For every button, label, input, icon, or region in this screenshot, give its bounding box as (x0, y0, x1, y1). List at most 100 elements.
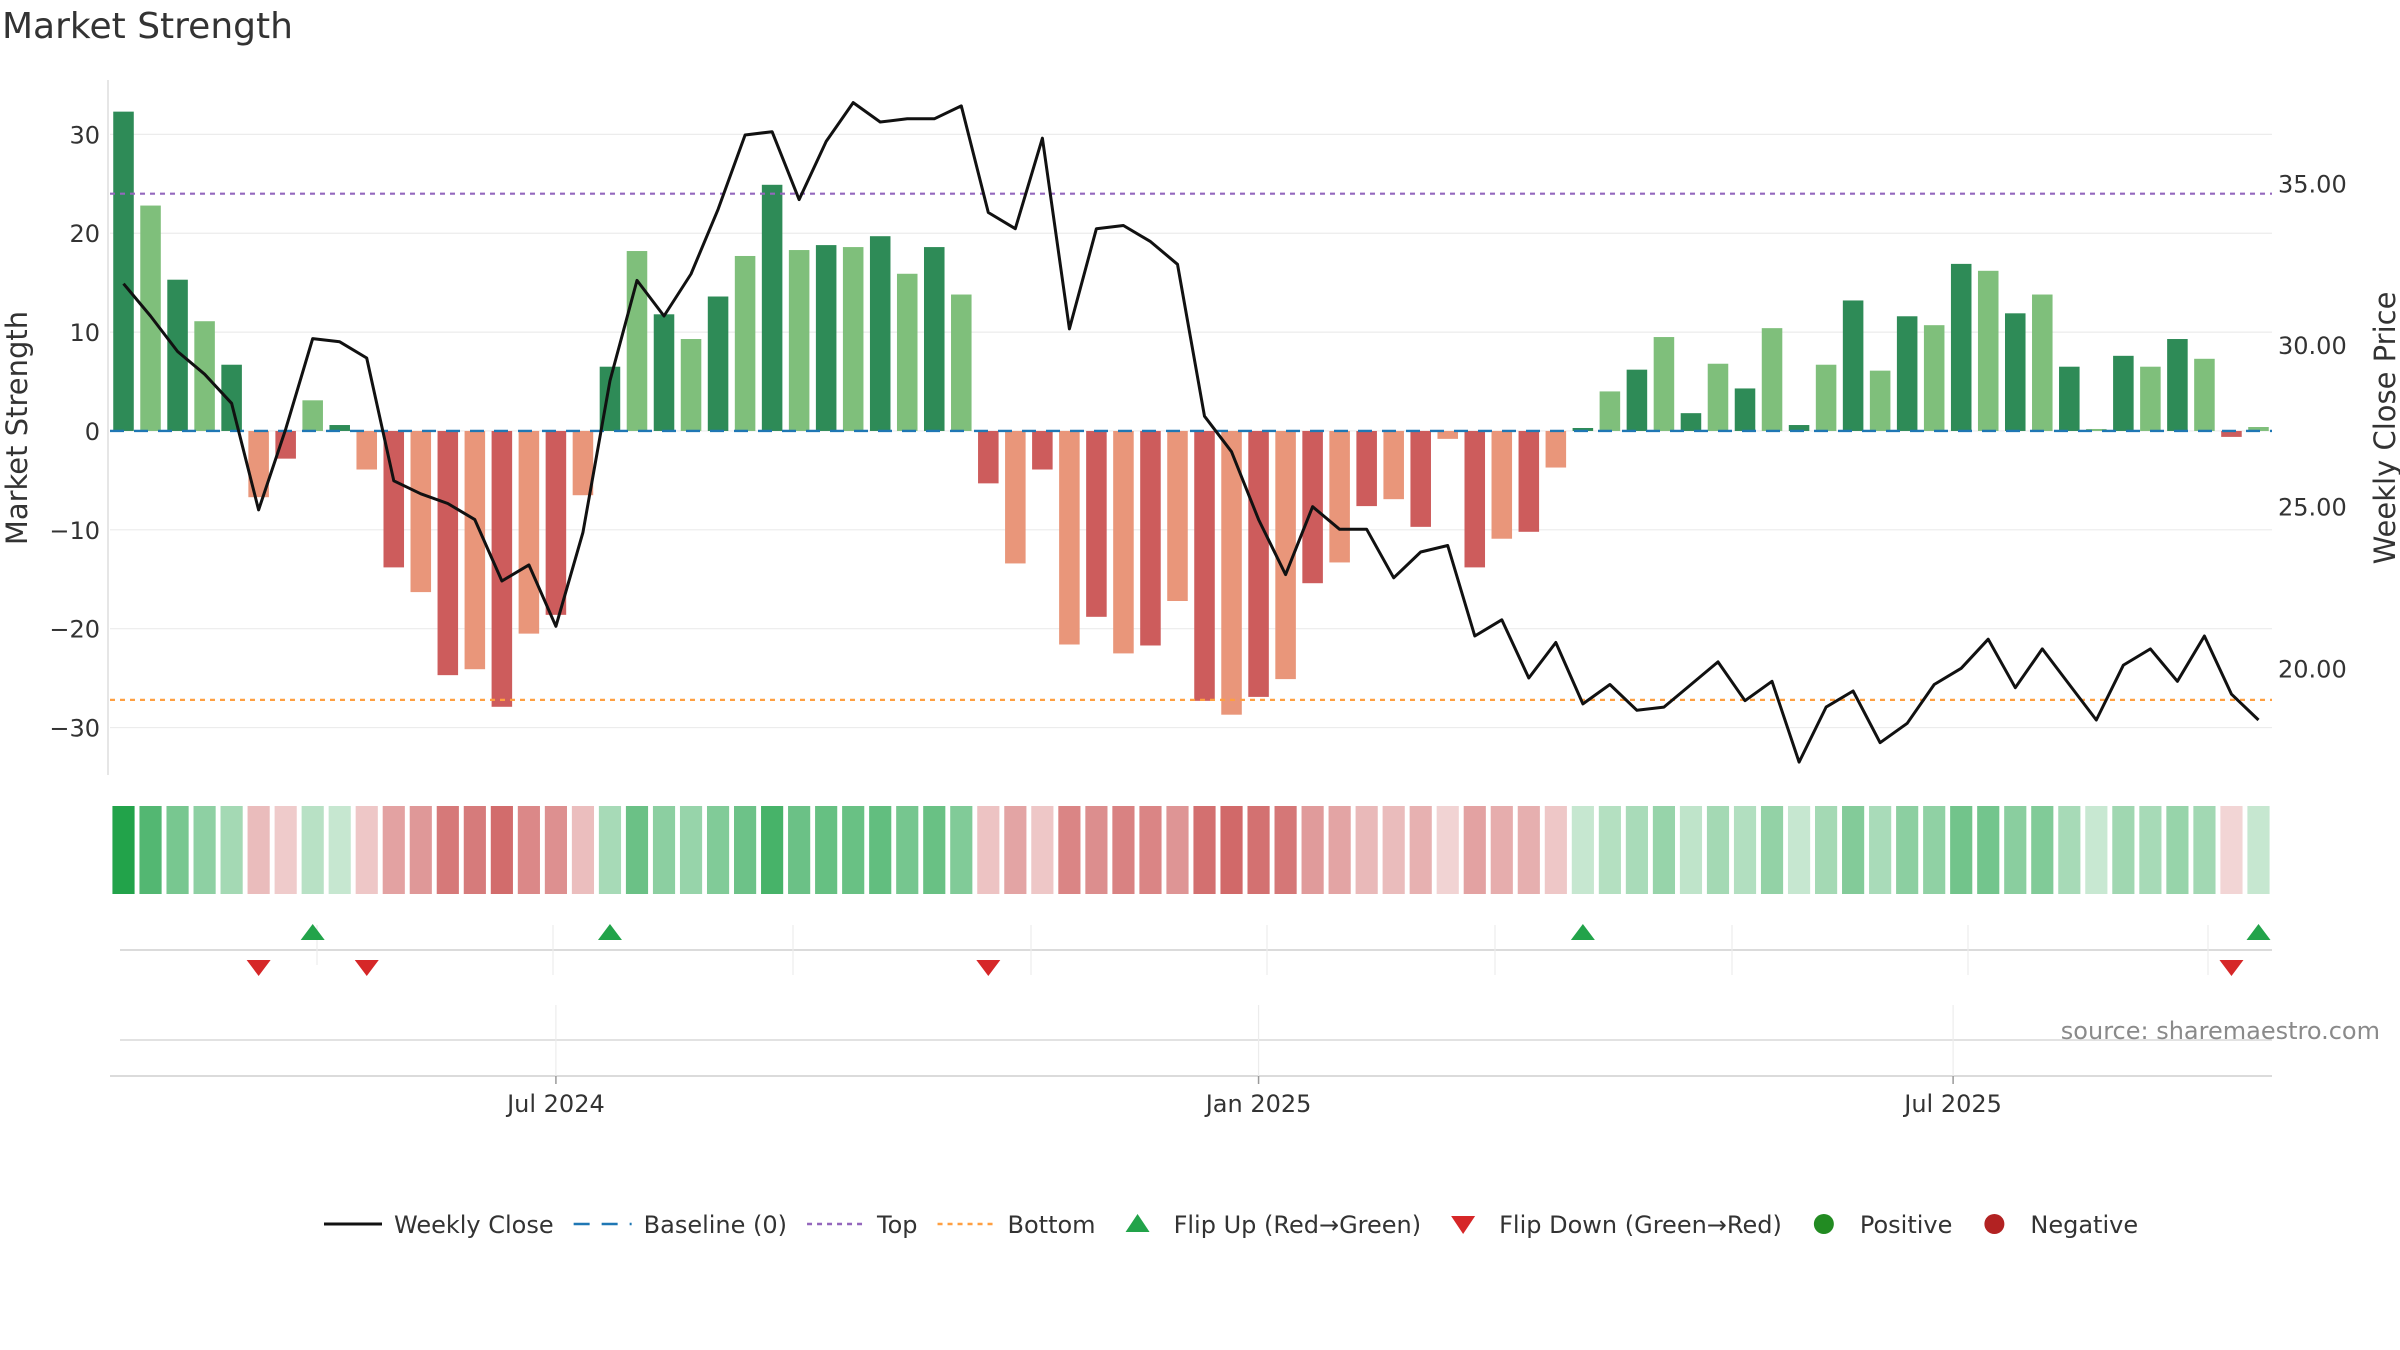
strength-bar (1329, 430, 1350, 563)
heat-cell (788, 806, 811, 894)
heat-cell (598, 806, 622, 894)
heat-cell (1463, 806, 1486, 894)
heat-cell (1896, 806, 1919, 894)
heat-cell (1166, 806, 1189, 894)
heat-cell (409, 806, 432, 894)
legend-swatch (1984, 1214, 2005, 1234)
heat-cell (1679, 806, 1703, 894)
strength-bar (788, 250, 810, 431)
heat-cell (1923, 806, 1946, 894)
flip-down-marker (246, 960, 271, 976)
strength-bar (1842, 300, 1864, 431)
flip-up-marker (597, 924, 622, 940)
heat-cell (193, 806, 216, 894)
heat-cell (1544, 806, 1567, 894)
x-tick-label: Jul 2024 (505, 1090, 605, 1118)
heat-cell (923, 806, 946, 894)
flip-down-marker (354, 960, 379, 976)
strength-bar (951, 294, 972, 431)
heat-cell (1625, 806, 1648, 894)
strength-bar (869, 236, 891, 431)
strength-bar (383, 430, 405, 568)
legend-item-bottom: Bottom (937, 1211, 1096, 1239)
strength-bar (1113, 430, 1134, 654)
heat-cell (2004, 806, 2027, 894)
x-tick-label: Jan 2025 (1204, 1090, 1312, 1118)
heat-cell (436, 806, 459, 894)
heat-cell (2058, 806, 2081, 894)
strength-bar (1410, 430, 1431, 527)
heat-cell (2112, 806, 2135, 894)
y-axis-label: Market Strength (0, 311, 34, 545)
strength-bar (896, 273, 918, 431)
heat-cell (1652, 806, 1676, 894)
strength-bar (437, 430, 459, 676)
flip-up-marker (1570, 924, 1595, 940)
strength-bar (1815, 364, 1837, 431)
heat-cell (1328, 806, 1351, 894)
strength-bar (1383, 430, 1404, 500)
heat-cell (1517, 806, 1540, 894)
heat-cell (1490, 806, 1513, 894)
strength-bar (572, 430, 594, 496)
heat-cell (1787, 806, 1811, 894)
strength-bar (518, 430, 540, 634)
heat-cell (2247, 806, 2270, 894)
strength-bar (1437, 430, 1459, 439)
heat-cell (1031, 806, 1054, 894)
heat-cell (950, 806, 973, 894)
y-tick-label: 20 (69, 220, 100, 248)
strength-bar (1923, 325, 1945, 431)
x-tick-label: Jul 2025 (1902, 1090, 2002, 1118)
strength-bar (1005, 430, 1026, 564)
strength-bar (1248, 430, 1269, 697)
heat-cell (1842, 806, 1865, 894)
legend-swatch (1451, 1216, 1476, 1234)
strength-bar (815, 245, 837, 431)
heat-cell (1706, 806, 1730, 894)
strength-bar (2167, 339, 2188, 431)
strength-bar (248, 430, 269, 498)
strength-bar (1896, 316, 1918, 431)
strength-bars (113, 111, 2269, 715)
strength-bar (545, 430, 567, 615)
heat-cell (815, 806, 838, 894)
strength-bar (329, 425, 350, 431)
y-tick-label: −30 (49, 715, 100, 743)
strength-bar (1140, 430, 1161, 646)
heat-cell (382, 806, 405, 894)
strength-bar (1761, 328, 1783, 431)
heat-cell (301, 806, 324, 894)
heat-cell (1220, 806, 1243, 894)
legend-item-positive: Positive (1813, 1211, 1953, 1239)
flip-down-marker (2219, 960, 2244, 976)
y-tick-label: 30 (69, 121, 100, 149)
strength-bar (1464, 430, 1486, 568)
heat-cell (679, 806, 703, 894)
heat-cell (247, 806, 270, 894)
strength-bar (1491, 430, 1513, 539)
strength-bar (707, 296, 729, 431)
strength-heat-strip (112, 806, 2270, 894)
legend-swatch (1813, 1214, 1834, 1234)
heat-cell (1193, 806, 1216, 894)
heat-cell (706, 806, 730, 894)
source-note: source: sharemaestro.com (2061, 1017, 2380, 1045)
y2-tick-label: 35.00 (2278, 170, 2347, 198)
flip-up-marker (2246, 924, 2271, 940)
heat-cell (761, 806, 784, 894)
heat-cell (1301, 806, 1324, 894)
legend-label: Positive (1860, 1211, 1953, 1239)
heat-cell (2166, 806, 2189, 894)
heat-cell (1247, 806, 1270, 894)
heat-cell (869, 806, 892, 894)
legend-item-baseline: Baseline (0) (573, 1211, 787, 1239)
strength-bar (1356, 430, 1377, 507)
heat-cell (2220, 806, 2243, 894)
heat-cell (2193, 806, 2216, 894)
y2-tick-label: 20.00 (2278, 655, 2347, 683)
legend: Weekly Close Baseline (0) Top Bottom Flip Up… (324, 1211, 2138, 1239)
strength-bar (275, 430, 296, 459)
strength-bar (1167, 430, 1188, 602)
